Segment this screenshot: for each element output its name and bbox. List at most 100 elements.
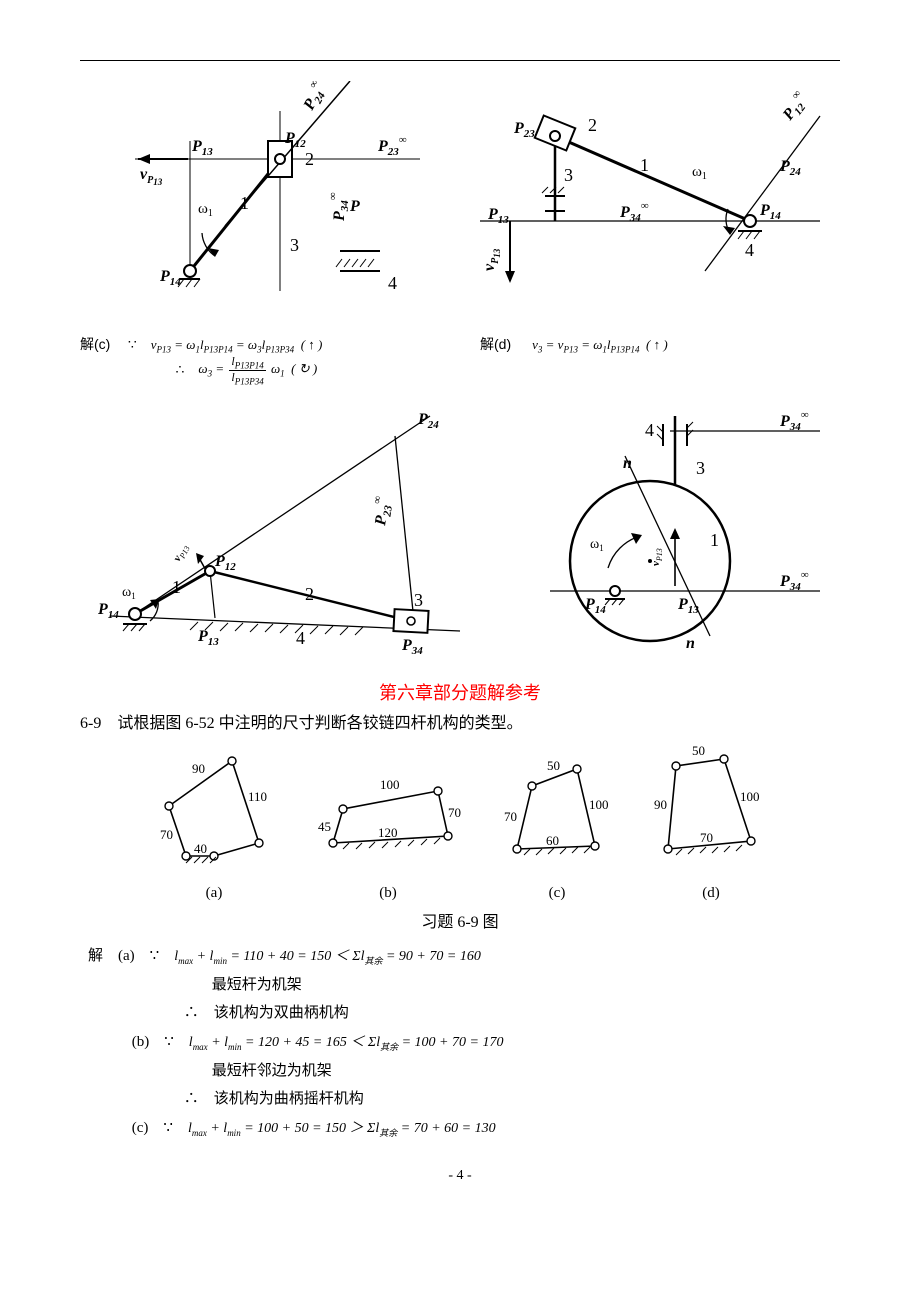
fourbar-b: 100 70 45 120	[308, 741, 468, 881]
label-b: (b)	[308, 885, 468, 902]
solution-d: 解(d) v3 = vP13 = ω1lP13P14 ( ↑ )	[460, 334, 840, 386]
sol-label: 解	[88, 948, 103, 964]
dim-b-top: 100	[380, 777, 400, 792]
sol-c-because: ∵	[128, 338, 137, 353]
dim-d-top: 50	[692, 743, 705, 758]
label-w1b: ω1	[692, 164, 707, 182]
label-link1: 1	[640, 155, 649, 175]
label-n-top: n	[623, 455, 632, 472]
label-link4c: 4	[296, 628, 305, 648]
page: P P13 vP13 P12 P23∞ P24∞ P34∞ P14 ω1 1 2…	[0, 0, 920, 1224]
label-p24inf: P24∞	[297, 81, 332, 115]
label-n-bot: n	[686, 635, 695, 652]
label-link2: 2	[305, 149, 314, 169]
label-p14d: P14	[584, 596, 606, 616]
label-link1d: 1	[710, 530, 719, 550]
sol-a-tag: (a)	[118, 948, 135, 964]
label-p23: P23	[513, 120, 535, 140]
label-link2c: 2	[305, 584, 314, 604]
dim-c-bottom: 60	[546, 833, 559, 848]
label-vp13d: vP13	[650, 549, 664, 567]
label-w1c: ω1	[122, 585, 136, 601]
label-p34inf-top: P34∞	[779, 409, 809, 433]
dim-b-left: 45	[318, 819, 331, 834]
sol-a-because: ∵	[150, 948, 160, 964]
label-link3: 3	[290, 235, 299, 255]
dim-a-top: 90	[192, 761, 205, 776]
sol-a-eq: lmax + lmin = 110 + 40 = 150 ＜ Σl其余 = 90…	[174, 949, 481, 964]
problem-6-9: 6-9 试根据图 6-52 中注明的尺寸判断各铰链四杆机构的类型。	[80, 709, 840, 733]
dim-d-bottom: 70	[700, 830, 713, 845]
label-link2: 2	[588, 115, 597, 135]
label-d: (d)	[646, 885, 776, 902]
mechanism-diagram-d: P34∞ P34∞ 4 3 1 n n ω1 P14 P13 vP13	[500, 396, 840, 661]
sol-b-because: ∵	[164, 1034, 174, 1050]
mechanism-diagram-c: P24 P23∞ P12 P14 P13 P34 vP13 ω1 1 2 3 4	[80, 396, 480, 661]
dim-b-bottom: 120	[378, 825, 398, 840]
label-p14: P14	[159, 268, 181, 288]
label-link1: 1	[240, 193, 249, 213]
sol-b-conclusion: 该机构为曲柄摇杆机构	[214, 1091, 364, 1107]
dim-a-bottom: 40	[194, 841, 207, 856]
label-p13d: P13	[677, 596, 699, 616]
sol-a-therefore: ∴	[184, 1005, 199, 1021]
mechanism-diagram-b: P23 2 1 3 4 ω1 P13 P14 P24 P12∞ P34∞ vP1…	[460, 81, 840, 316]
label-link4: 4	[388, 273, 397, 293]
label-p34c: P34	[401, 637, 423, 656]
sol-c-therefore: ∴	[176, 362, 185, 377]
solutions-cd: 解(c) ∵ vP13 = ω1lP13P14 = ω3lP13P34 ( ↑ …	[80, 334, 840, 386]
label-p12c: P12	[214, 553, 236, 573]
mid-diagram-row: P24 P23∞ P12 P14 P13 P34 vP13 ω1 1 2 3 4	[80, 396, 840, 661]
label-p23infc: P23∞	[368, 496, 396, 529]
sol-c-tag: (c)	[132, 1120, 149, 1136]
dim-a-left: 70	[160, 827, 173, 842]
sol-c-because: ∵	[163, 1120, 173, 1136]
label-link4: 4	[745, 240, 754, 260]
sol-c-eq1: vP13 = ω1lP13P14 = ω3lP13P34 ( ↑ )	[151, 337, 323, 352]
solution-c: 解(c) ∵ vP13 = ω1lP13P14 = ω3lP13P34 ( ↑ …	[80, 334, 460, 386]
sol-d-label: 解(d)	[480, 336, 511, 352]
label-a: (a)	[144, 885, 284, 902]
label-link3: 3	[564, 165, 573, 185]
page-number: - 4 -	[80, 1168, 840, 1184]
dim-c-top: 50	[547, 758, 560, 773]
sol-a-conclusion: 该机构为双曲柄机构	[214, 1005, 349, 1021]
sol-d-eq1: v3 = vP13 = ω1lP13P14 ( ↑ )	[532, 337, 668, 352]
sol-b-eq: lmax + lmin = 120 + 45 = 165 ＜ Σl其余 = 10…	[189, 1035, 504, 1050]
four-bar-row: 90 110 70 40 100 70 45 120 50 10	[80, 741, 840, 881]
sol-c-eq2: ω3 = lP13P14lP13P34 ω1 ( ↻ )	[198, 361, 317, 376]
dim-d-right: 100	[740, 789, 760, 804]
dim-a-right: 110	[248, 789, 267, 804]
dim-d-left: 90	[654, 797, 667, 812]
four-bar-labels: (a) (b) (c) (d)	[80, 885, 840, 902]
sol-b-therefore: ∴	[184, 1091, 199, 1107]
label-p14b: P14	[759, 202, 781, 222]
label-p13c: P13	[197, 628, 219, 648]
dim-c-left: 70	[504, 809, 517, 824]
label-p13b: P13	[487, 206, 509, 226]
solution-6-9: 解 (a) ∵ lmax + lmin = 110 + 40 = 150 ＜ Σ…	[88, 942, 840, 1142]
label-vp13c: vP13	[171, 542, 192, 564]
problem-text: 试根据图 6-52 中注明的尺寸判断各铰链四杆机构的类型。	[117, 715, 522, 732]
label-vp13: vP13	[140, 166, 163, 187]
label-w1: ω1	[198, 201, 213, 219]
sol-b-note: 最短杆邻边为机架	[212, 1063, 332, 1079]
fourbar-d: 50 100 90 70	[646, 741, 776, 881]
sol-c-eq-69: lmax + lmin = 100 + 50 = 150 ＞ Σl其余 = 70…	[188, 1121, 496, 1136]
label-p12infb: P12∞	[776, 88, 813, 126]
dim-b-right: 70	[448, 805, 461, 820]
label-link1c: 1	[172, 577, 181, 597]
label-c: (c)	[492, 885, 622, 902]
top-rule	[80, 60, 840, 61]
top-diagram-row: P P13 vP13 P12 P23∞ P24∞ P34∞ P14 ω1 1 2…	[80, 81, 840, 316]
problem-number: 6-9	[80, 715, 101, 732]
label-link3d: 3	[696, 458, 705, 478]
sol-c-label: 解(c)	[80, 336, 110, 352]
label-p23inf: P23∞	[377, 134, 407, 158]
label-p13: P13	[191, 138, 213, 158]
sol-b-tag: (b)	[132, 1034, 150, 1050]
fourbar-c: 50 100 70 60	[492, 741, 622, 881]
label-link3c: 3	[414, 590, 423, 610]
label-p24c: P24	[417, 411, 439, 431]
label-p24b: P24	[779, 158, 801, 178]
